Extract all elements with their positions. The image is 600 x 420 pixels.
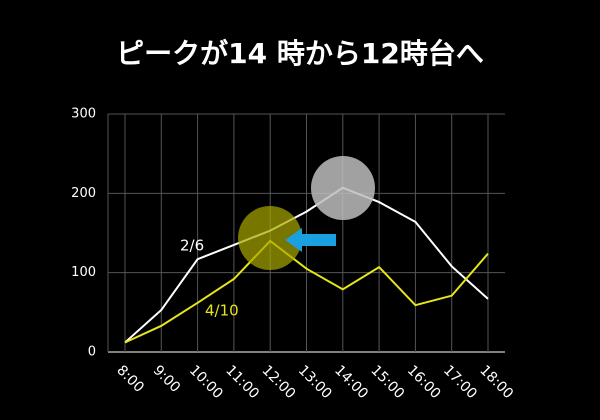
y-tick-label: 0 (88, 345, 96, 360)
series-label: 4/10 (205, 302, 239, 320)
highlight-circle (238, 206, 302, 270)
y-tick-label: 200 (71, 186, 96, 201)
chart-title: ピークが14 時から12時台へ (116, 37, 484, 70)
lines (124, 186, 489, 344)
y-tick-label: 100 (71, 265, 96, 280)
highlight-circle (311, 156, 375, 220)
series-line (124, 186, 489, 344)
arrow (285, 228, 336, 252)
series-line (124, 239, 489, 344)
y-tick-label: 300 (71, 107, 96, 122)
series-label: 2/6 (180, 237, 204, 255)
